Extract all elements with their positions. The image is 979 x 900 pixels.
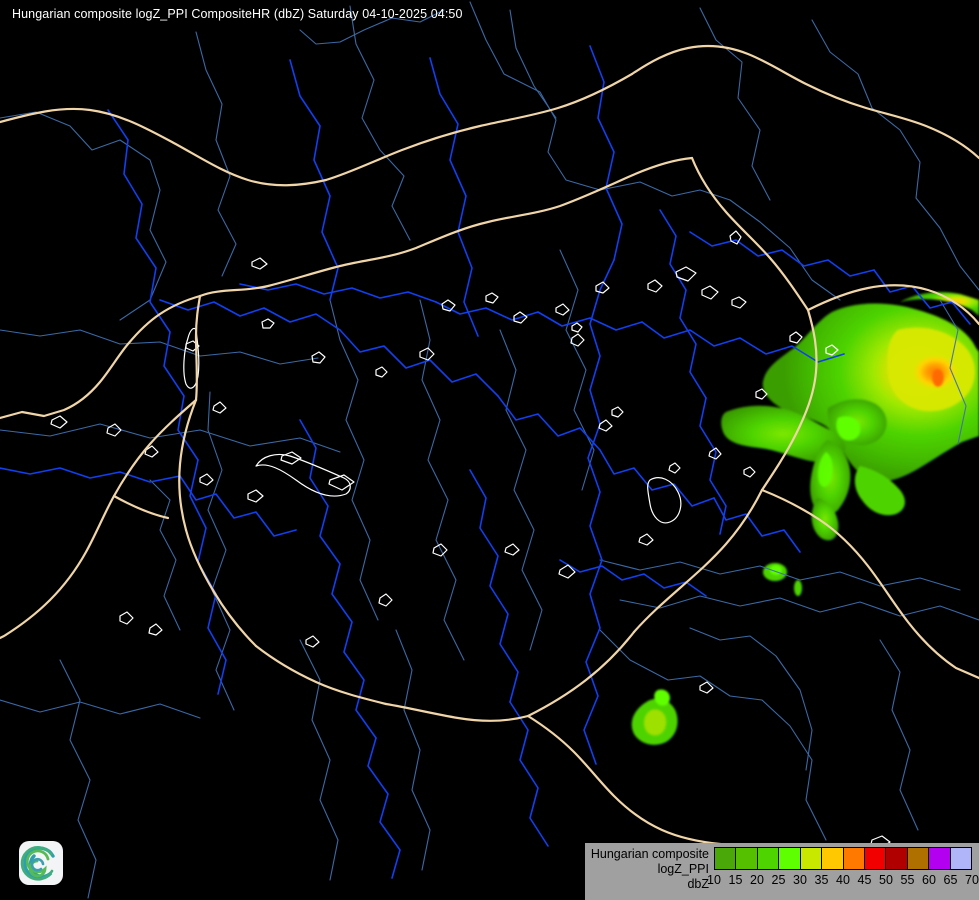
colorbar-tick-60: 60 [922, 873, 936, 887]
omsz-spiral-logo[interactable] [18, 840, 64, 886]
colorbar-band-65-70[interactable] [950, 848, 972, 869]
colorbar-band-30-35[interactable] [800, 848, 823, 869]
colorbar-band-20-25[interactable] [757, 848, 780, 869]
colorbar-tick-65: 65 [943, 873, 958, 887]
colorbar-tick-50: 50 [879, 873, 893, 887]
colorbar-tick-25: 25 [771, 873, 786, 887]
colorbar-tick-15: 15 [728, 873, 743, 887]
legend-caption-line2: logZ_PPI [657, 862, 709, 876]
colorbar-band-25-30[interactable] [779, 848, 801, 869]
colorbar-band-60-65[interactable] [929, 848, 951, 869]
country-border-layer [0, 44, 979, 888]
legend-caption-line1: Hungarian composite [590, 847, 709, 861]
colorbar-tick-45: 45 [857, 873, 872, 887]
echo-region-southeast-small-cells [763, 563, 802, 596]
echo-region-south-border-cluster [631, 689, 678, 745]
colorbar-band-35-40[interactable] [822, 848, 844, 869]
legend-caption: Hungarian composite logZ_PPI dbZ [585, 843, 709, 892]
colorbar[interactable] [714, 847, 972, 870]
colorbar-band-15-20[interactable] [736, 848, 758, 869]
colorbar-band-10-15[interactable] [715, 848, 737, 869]
colorbar-tick-labels: 10 15 20 25 30 35 40 45 50 55 60 65 70 [707, 872, 979, 890]
legend-caption-line3: dbZ [687, 877, 709, 891]
colorbar-band-45-50[interactable] [864, 848, 887, 869]
colorbar-tick-30: 30 [793, 873, 807, 887]
legend-panel[interactable]: Hungarian composite logZ_PPI dbZ 10 15 20 2… [585, 843, 979, 900]
colorbar-tick-10: 10 [707, 873, 721, 887]
colorbar-band-40-45[interactable] [843, 848, 865, 869]
echo-region-east-band [721, 399, 887, 541]
colorbar-tick-55: 55 [900, 873, 915, 887]
colorbar-tick-70: 70 [965, 873, 979, 887]
lake-outline-layer [50, 230, 891, 849]
colorbar-tick-35: 35 [814, 873, 829, 887]
legend-scale: 10 15 20 25 30 35 40 45 50 55 60 65 70 [707, 847, 979, 890]
spiral-icon [20, 846, 55, 881]
colorbar-band-50-55[interactable] [886, 848, 908, 869]
colorbar-band-55-60[interactable] [907, 848, 930, 869]
colorbar-tick-20: 20 [750, 873, 764, 887]
colorbar-tick-40: 40 [836, 873, 850, 887]
river-layer [0, 45, 971, 879]
